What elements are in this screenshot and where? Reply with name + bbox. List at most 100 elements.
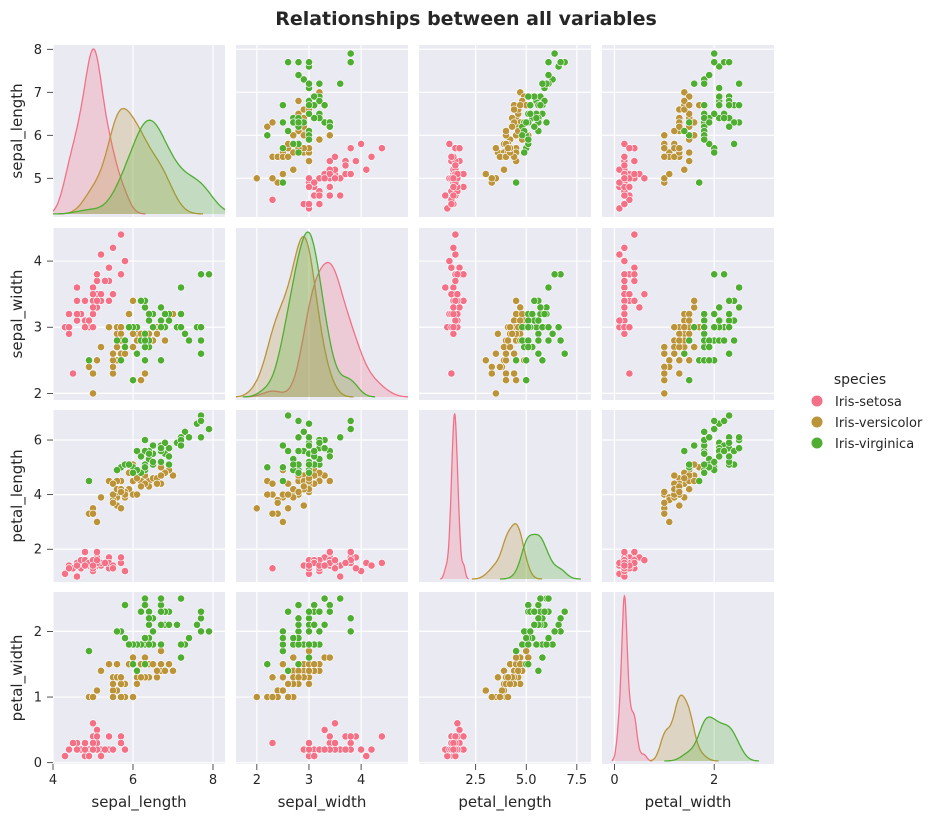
point-Iris-virginica: [524, 660, 533, 669]
point-Iris-versicolor: [113, 343, 121, 351]
point-Iris-virginica: [149, 627, 157, 636]
kde-fill-Iris-virginica: [499, 534, 581, 579]
point-Iris-setosa: [367, 745, 376, 754]
point-Iris-virginica: [294, 468, 303, 477]
point-Iris-setosa: [625, 369, 634, 378]
point-Iris-versicolor: [670, 127, 679, 135]
point-Iris-versicolor: [512, 653, 520, 662]
point-Iris-virginica: [289, 460, 298, 469]
point-Iris-virginica: [524, 135, 533, 144]
point-Iris-setosa: [69, 739, 77, 747]
point-Iris-setosa: [81, 323, 89, 332]
panel-plot-area: [53, 410, 225, 582]
point-Iris-setosa: [310, 752, 319, 760]
point-Iris-virginica: [325, 601, 334, 609]
x-tick-label: 4: [49, 773, 57, 788]
point-Iris-versicolor: [315, 135, 324, 144]
point-Iris-versicolor: [665, 356, 674, 365]
point-Iris-setosa: [346, 548, 355, 556]
point-Iris-virginica: [294, 433, 303, 442]
legend-title: species: [834, 372, 886, 388]
kde-fill-Iris-versicolor: [650, 695, 719, 761]
point-Iris-versicolor: [109, 362, 117, 371]
legend-label: Iris-virginica: [835, 437, 914, 452]
point-Iris-versicolor: [252, 174, 261, 183]
point-Iris-virginica: [177, 323, 185, 332]
point-Iris-setosa: [451, 250, 460, 259]
point-Iris-versicolor: [284, 490, 292, 499]
point-Iris-setosa: [449, 243, 458, 252]
point-Iris-versicolor: [512, 296, 520, 305]
point-Iris-virginica: [522, 634, 531, 642]
point-Iris-virginica: [522, 118, 531, 127]
point-Iris-virginica: [197, 607, 205, 616]
point-Iris-versicolor: [660, 174, 669, 183]
point-Iris-setosa: [441, 283, 450, 292]
y-tick-label: 6: [34, 434, 42, 449]
point-Iris-virginica: [157, 594, 165, 603]
point-Iris-virginica: [730, 139, 738, 148]
point-Iris-versicolor: [161, 336, 169, 345]
point-Iris-setosa: [455, 263, 464, 272]
point-Iris-virginica: [177, 441, 185, 450]
point-Iris-versicolor: [89, 693, 97, 701]
point-Iris-versicolor: [491, 349, 500, 358]
point-Iris-setosa: [89, 745, 97, 754]
point-Iris-setosa: [625, 182, 634, 191]
point-Iris-versicolor: [495, 693, 504, 701]
point-Iris-virginica: [157, 303, 165, 312]
point-Iris-setosa: [447, 200, 456, 208]
point-Iris-virginica: [157, 316, 165, 325]
point-Iris-virginica: [305, 441, 313, 450]
panel-sepal_width-vs-petal_width: [602, 228, 774, 400]
point-Iris-virginica: [177, 653, 185, 662]
panel-plot-area: [419, 45, 591, 217]
point-Iris-virginica: [534, 329, 543, 338]
point-Iris-setosa: [443, 752, 452, 760]
point-Iris-virginica: [133, 666, 141, 675]
point-Iris-virginica: [165, 316, 173, 325]
point-Iris-virginica: [294, 620, 303, 629]
point-Iris-setosa: [105, 732, 113, 741]
point-Iris-virginica: [530, 122, 539, 131]
kde-fill-Iris-setosa: [440, 414, 469, 579]
point-Iris-virginica: [133, 447, 141, 455]
kde-line-Iris-virginica: [53, 119, 225, 215]
point-Iris-setosa: [325, 157, 334, 165]
kde-line-Iris-setosa: [440, 412, 469, 580]
point-Iris-virginica: [305, 653, 313, 662]
point-Iris-virginica: [141, 303, 149, 312]
point-Iris-setosa: [93, 270, 101, 279]
point-Iris-setosa: [65, 323, 73, 332]
panel-sepal_width-vs-petal_length: [419, 228, 591, 400]
point-Iris-virginica: [85, 356, 93, 365]
point-Iris-virginica: [725, 310, 733, 318]
point-Iris-virginica: [685, 376, 694, 385]
point-Iris-virginica: [310, 92, 319, 101]
point-Iris-versicolor: [105, 323, 113, 332]
point-Iris-versicolor: [508, 329, 516, 338]
point-Iris-virginica: [284, 127, 292, 135]
point-Iris-versicolor: [685, 356, 694, 365]
point-Iris-virginica: [310, 620, 319, 629]
point-Iris-versicolor: [325, 653, 334, 662]
point-Iris-setosa: [615, 204, 624, 213]
point-Iris-setosa: [449, 191, 458, 200]
point-Iris-setosa: [620, 283, 629, 292]
point-Iris-virginica: [685, 336, 694, 345]
point-Iris-versicolor: [660, 343, 669, 351]
kde-fill-Iris-virginica: [242, 232, 376, 397]
point-Iris-setosa: [81, 745, 89, 754]
point-Iris-setosa: [65, 745, 73, 754]
point-Iris-versicolor: [510, 349, 518, 358]
point-Iris-versicolor: [109, 498, 117, 507]
point-Iris-versicolor: [675, 144, 684, 153]
point-Iris-setosa: [109, 243, 117, 252]
point-Iris-setosa: [620, 200, 629, 208]
point-Iris-virginica: [725, 122, 733, 131]
point-Iris-setosa: [65, 564, 73, 573]
point-Iris-virginica: [725, 411, 733, 420]
point-Iris-versicolor: [487, 174, 496, 183]
point-Iris-versicolor: [675, 501, 684, 510]
point-Iris-versicolor: [129, 329, 137, 338]
